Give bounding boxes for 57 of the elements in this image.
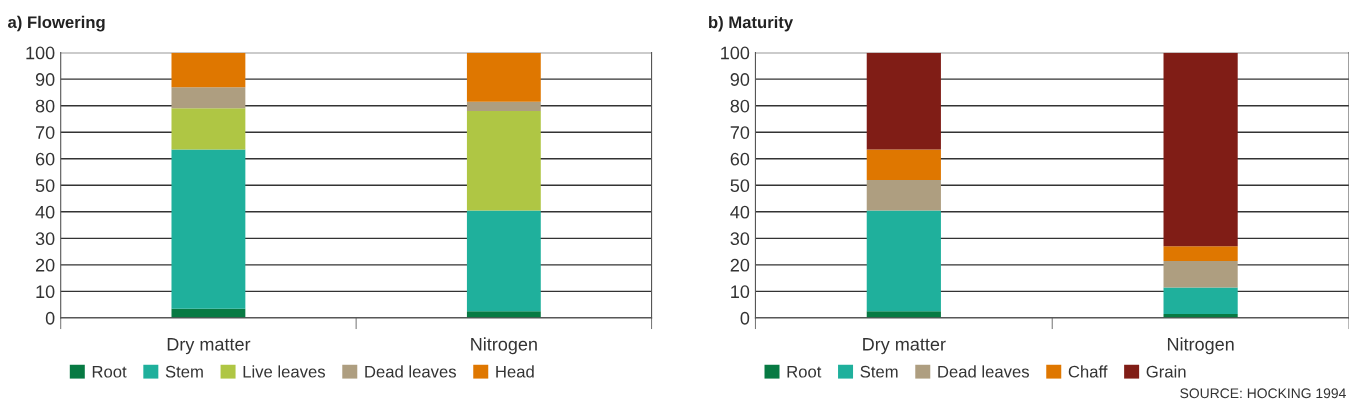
chart-title: b) Maturity (709, 15, 794, 32)
legend-label: Dead leaves (938, 365, 1029, 378)
y-tick-label: 60 (35, 152, 55, 166)
legend-label: Grain (1146, 365, 1186, 378)
bar (1163, 246, 1238, 261)
bar (1163, 52, 1238, 247)
legend-label: Stem (860, 365, 898, 378)
y-tick-label: 100 (721, 46, 750, 60)
bar (466, 52, 541, 102)
y-tick-label: 40 (35, 205, 55, 219)
x-tick-label: Dry matter (863, 338, 946, 355)
bar (1163, 287, 1238, 314)
source-note: SOURCE: HOCKING 1994 (1180, 388, 1346, 399)
legend-label: Dead leaves (365, 365, 456, 378)
bar (171, 52, 246, 88)
y-tick-label: 80 (730, 99, 750, 113)
y-tick-label: 0 (740, 311, 750, 325)
legend-label: Chaff (1068, 365, 1108, 378)
legend-label: Root (787, 365, 822, 378)
legend-label: Live leaves (243, 365, 326, 378)
y-tick-label: 70 (730, 126, 750, 139)
bar (171, 108, 246, 150)
y-tick-label: 40 (730, 205, 750, 219)
bar (866, 210, 941, 312)
x-tick-label: Nitrogen (471, 337, 537, 355)
y-tick-label: 100 (26, 46, 55, 60)
chart-title: a) Flowering (8, 15, 105, 32)
bar (466, 311, 541, 318)
y-tick-label: 0 (45, 311, 55, 325)
y-tick-label: 60 (730, 152, 750, 166)
y-tick-label: 20 (730, 258, 750, 272)
bar (866, 311, 941, 318)
y-tick-label: 90 (730, 73, 750, 86)
x-tick-label: Dry matter (167, 338, 251, 355)
y-tick-label: 30 (730, 232, 750, 246)
y-tick-label: 70 (35, 126, 55, 139)
y-tick-label: 10 (36, 285, 55, 299)
bar (866, 149, 941, 180)
y-tick-label: 80 (35, 99, 55, 113)
y-tick-label: 20 (35, 258, 55, 272)
y-tick-label: 30 (35, 232, 55, 246)
bar (866, 179, 941, 211)
legend-label: Stem (165, 365, 203, 378)
legend-label: Head (496, 365, 534, 378)
bar (171, 149, 246, 309)
bar (466, 210, 541, 312)
bar (466, 111, 541, 211)
x-tick-label: Nitrogen (1167, 337, 1234, 355)
y-tick-label: 90 (35, 73, 55, 86)
legend-label: Root (92, 365, 127, 378)
bar (171, 87, 246, 109)
bar (466, 101, 541, 112)
y-tick-label: 50 (730, 179, 750, 193)
bar (866, 52, 941, 150)
y-tick-label: 10 (731, 285, 750, 299)
bar (1163, 260, 1238, 288)
y-tick-label: 50 (35, 179, 55, 193)
